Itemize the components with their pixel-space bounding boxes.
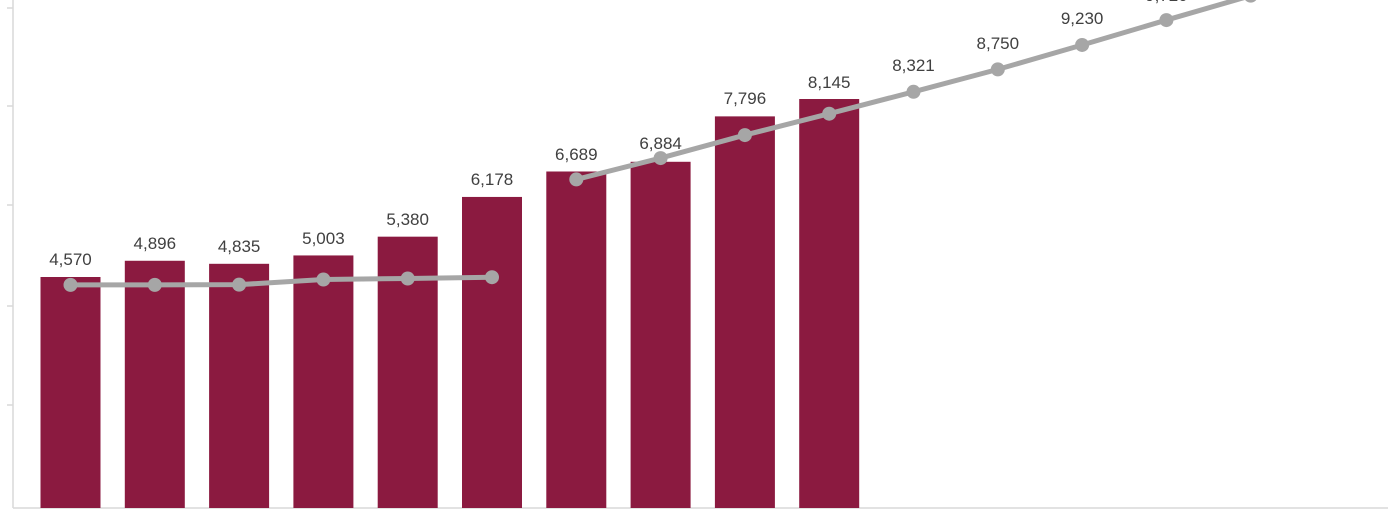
bar (462, 196, 522, 508)
data-label: 9,720 (1145, 0, 1188, 5)
trend-point (653, 151, 668, 166)
data-label: 4,896 (134, 234, 177, 253)
trend-point (232, 277, 247, 292)
trend-point (485, 270, 499, 285)
trend-point (990, 62, 1005, 77)
bar (546, 171, 607, 508)
bar (209, 263, 270, 508)
data-label: 8,750 (977, 34, 1020, 53)
bar (714, 116, 775, 509)
bar (293, 255, 354, 508)
data-label: 4,570 (49, 250, 92, 269)
data-label: 5,380 (386, 210, 429, 229)
data-label: 6,689 (555, 145, 598, 164)
trend-point (316, 272, 331, 287)
trend-point (1159, 13, 1174, 28)
data-label: 6,178 (471, 170, 514, 189)
trend-point (906, 84, 921, 99)
data-label: 8,145 (808, 73, 851, 92)
trend-points (63, 0, 1257, 292)
data-label: 6,884 (639, 134, 682, 153)
bars (40, 99, 860, 509)
data-labels: 4,570 4,896 4,835 5,003 5,380 6,178 6,689 6,884… (49, 0, 1187, 269)
bar (799, 99, 860, 508)
trend-point (147, 277, 162, 292)
trend-point (822, 106, 837, 121)
trend-point (1075, 37, 1090, 52)
data-label: 9,230 (1061, 9, 1104, 28)
trend-point (737, 128, 752, 143)
data-label: 8,321 (892, 56, 935, 75)
trend-point (569, 172, 584, 187)
trend-line (70, 274, 493, 288)
trend-point (63, 277, 78, 292)
bar (40, 277, 101, 508)
data-label: 5,003 (302, 229, 345, 248)
bar (630, 161, 691, 508)
trend-point (400, 271, 415, 286)
trend-point (1245, 0, 1257, 3)
bar (124, 260, 185, 508)
data-label: 7,796 (724, 89, 767, 108)
data-label: 4,835 (218, 237, 261, 256)
